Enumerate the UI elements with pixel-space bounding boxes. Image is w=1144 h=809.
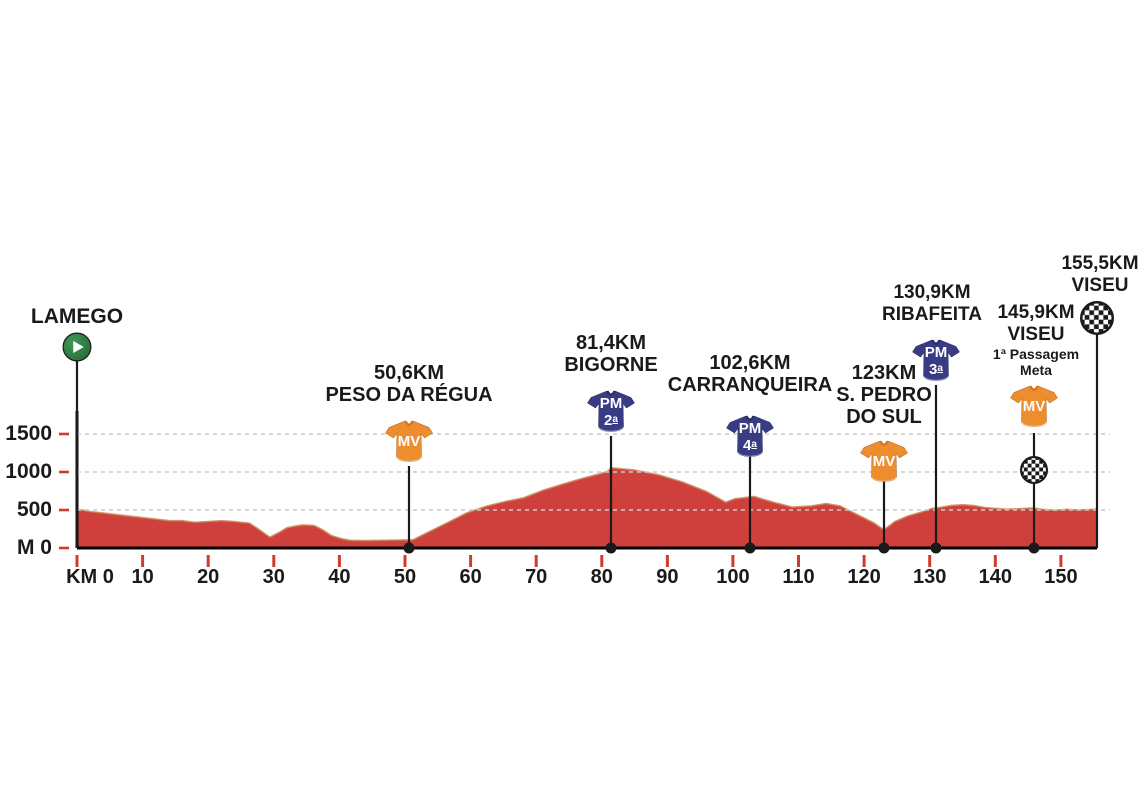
svg-text:1000: 1000 xyxy=(5,460,52,483)
svg-text:60: 60 xyxy=(459,566,481,588)
svg-text:130: 130 xyxy=(913,566,946,588)
svg-text:150: 150 xyxy=(1044,566,1077,588)
svg-text:LAMEGO: LAMEGO xyxy=(31,305,123,328)
svg-text:VISEU: VISEU xyxy=(1071,275,1128,296)
svg-text:PM: PM xyxy=(925,344,948,361)
svg-text:PM: PM xyxy=(600,395,623,412)
svg-text:81,4KM: 81,4KM xyxy=(576,332,646,354)
svg-text:80: 80 xyxy=(591,566,613,588)
svg-text:RIBAFEITA: RIBAFEITA xyxy=(882,304,982,325)
svg-text:MV: MV xyxy=(873,453,896,470)
svg-text:CARRANQUEIRA: CARRANQUEIRA xyxy=(668,374,832,396)
svg-text:90: 90 xyxy=(656,566,678,588)
svg-text:102,6KM: 102,6KM xyxy=(709,352,790,374)
svg-text:S. PEDRO: S. PEDRO xyxy=(836,384,932,406)
svg-text:10: 10 xyxy=(131,566,153,588)
svg-text:PM: PM xyxy=(739,420,762,437)
svg-text:KM 0: KM 0 xyxy=(66,566,114,588)
svg-text:500: 500 xyxy=(17,498,52,521)
svg-text:20: 20 xyxy=(197,566,219,588)
svg-text:155,5KM: 155,5KM xyxy=(1061,253,1138,274)
svg-text:MV: MV xyxy=(1023,398,1046,415)
svg-text:MV: MV xyxy=(398,433,421,450)
svg-text:140: 140 xyxy=(979,566,1012,588)
svg-text:30: 30 xyxy=(263,566,285,588)
svg-text:M 0: M 0 xyxy=(17,536,52,559)
svg-text:BIGORNE: BIGORNE xyxy=(564,354,657,376)
svg-text:1500: 1500 xyxy=(5,422,52,445)
svg-text:40: 40 xyxy=(328,566,350,588)
svg-text:PESO DA RÉGUA: PESO DA RÉGUA xyxy=(325,383,492,406)
svg-text:130,9KM: 130,9KM xyxy=(893,282,970,303)
svg-text:VISEU: VISEU xyxy=(1007,324,1064,345)
svg-text:100: 100 xyxy=(716,566,749,588)
svg-text:145,9KM: 145,9KM xyxy=(997,302,1074,323)
svg-text:70: 70 xyxy=(525,566,547,588)
svg-text:50,6KM: 50,6KM xyxy=(374,362,444,384)
svg-text:110: 110 xyxy=(782,566,814,588)
svg-text:123KM: 123KM xyxy=(852,362,916,384)
svg-text:120: 120 xyxy=(847,566,880,588)
svg-text:DO SUL: DO SUL xyxy=(846,406,922,428)
svg-text:50: 50 xyxy=(394,566,416,588)
svg-text:1ª Passagem: 1ª Passagem xyxy=(993,346,1079,362)
svg-text:Meta: Meta xyxy=(1020,362,1052,378)
